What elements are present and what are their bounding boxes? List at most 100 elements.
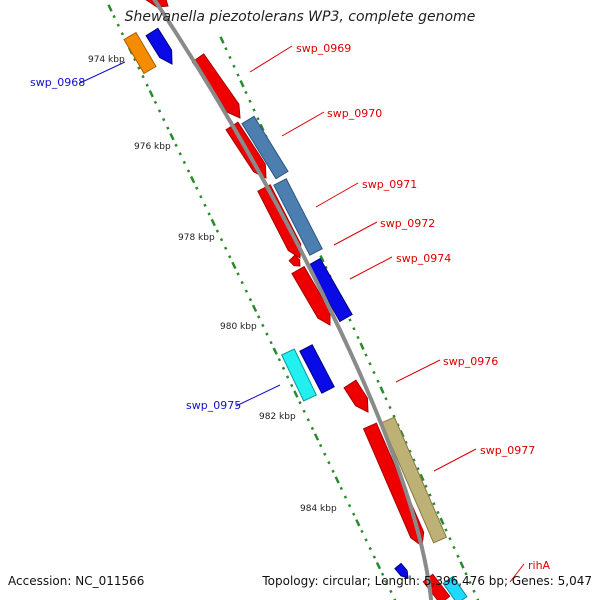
minor-tick	[393, 598, 397, 600]
minor-tick	[368, 362, 372, 366]
map-title: Shewanella piezotolerans WP3, complete g…	[124, 9, 476, 25]
minor-tick	[388, 405, 392, 410]
minor-tick	[324, 265, 328, 270]
minor-tick	[298, 400, 302, 405]
minor-tick	[215, 229, 220, 233]
minor-tick	[352, 327, 356, 331]
minor-tick	[265, 332, 269, 336]
minor-tick	[157, 109, 162, 113]
leader-line	[349, 256, 393, 280]
gene-swp_0969	[191, 53, 241, 119]
major-tick	[355, 519, 361, 527]
minor-tick	[269, 340, 273, 345]
minor-tick	[323, 452, 327, 456]
minor-tick	[166, 126, 170, 130]
gene-label-swp_0968: swp_0968	[30, 76, 85, 89]
leader-line	[235, 384, 281, 407]
gene-cyan	[281, 348, 317, 402]
leader-line	[333, 221, 378, 246]
gene-features	[123, 0, 468, 600]
minor-tick	[137, 66, 141, 70]
minor-tick	[248, 99, 252, 103]
minor-tick	[380, 572, 385, 576]
minor-tick	[343, 495, 348, 499]
scale-label: 976 kbp	[134, 142, 171, 152]
gene-swp_0977	[362, 422, 425, 547]
minor-tick	[356, 335, 360, 340]
minor-tick	[327, 461, 331, 465]
minor-tick	[232, 64, 236, 68]
minor-tick	[444, 528, 448, 532]
genome-backbone	[152, 0, 434, 600]
minor-tick	[219, 237, 224, 242]
minor-tick	[141, 74, 145, 79]
scale-label: 978 kbp	[178, 233, 215, 243]
scale-label: 982 kbp	[259, 412, 296, 422]
gene-bottom-cyan	[442, 575, 468, 600]
major-tick	[189, 175, 196, 184]
major-tick	[210, 218, 216, 227]
minor-tick	[364, 353, 368, 357]
minor-tick	[182, 160, 187, 165]
leader-line	[509, 563, 525, 583]
scale-label: 980 kbp	[220, 322, 257, 332]
gene-label-swp_0972: swp_0972	[380, 217, 435, 230]
minor-tick	[368, 546, 372, 551]
minor-tick	[257, 315, 261, 319]
minor-tick	[186, 169, 191, 173]
minor-tick	[277, 358, 282, 362]
major-tick	[231, 261, 237, 270]
major-tick	[334, 476, 340, 484]
minor-tick	[236, 73, 240, 77]
minor-tick	[224, 47, 228, 51]
minor-tick	[428, 493, 432, 497]
minor-tick	[389, 589, 393, 594]
minor-tick	[178, 152, 182, 156]
inner-tick-ruler	[107, 4, 397, 600]
minor-tick	[339, 486, 343, 491]
gene-label-swp_0975: swp_0975	[186, 399, 241, 412]
minor-tick	[436, 510, 440, 515]
leader-line	[281, 111, 325, 137]
gene-label-rihA: rihA	[528, 559, 551, 572]
minor-tick	[306, 418, 310, 422]
minor-tick	[112, 14, 116, 19]
gene-swp_0972	[291, 265, 331, 326]
minor-tick	[248, 298, 253, 302]
gene-steel-1	[241, 115, 289, 180]
minor-tick	[116, 23, 120, 27]
minor-tick	[376, 379, 380, 383]
gene-label-swp_0970: swp_0970	[327, 107, 382, 120]
gene-label-swp_0974: swp_0974	[396, 252, 451, 265]
minor-tick	[228, 55, 232, 60]
minor-tick	[236, 272, 240, 276]
minor-tick	[476, 598, 480, 600]
minor-tick	[281, 366, 286, 371]
major-tick	[251, 304, 258, 312]
minor-tick	[364, 538, 368, 542]
leader-line	[79, 61, 126, 84]
minor-tick	[432, 502, 436, 506]
gene-small	[288, 254, 301, 267]
major-tick	[259, 123, 265, 132]
minor-tick	[384, 397, 388, 401]
major-tick	[239, 80, 245, 88]
minor-tick	[207, 212, 211, 216]
major-tick	[148, 90, 154, 98]
minor-tick	[244, 289, 248, 293]
minor-tick	[352, 512, 356, 516]
minor-tick	[372, 370, 376, 375]
minor-tick	[244, 90, 248, 95]
leader-line	[433, 448, 477, 472]
gene-khaki	[380, 416, 448, 544]
gene-label-swp_0977: swp_0977	[480, 444, 535, 457]
minor-tick	[404, 440, 408, 445]
minor-tick	[408, 449, 412, 453]
backbone-line	[152, 0, 434, 600]
minor-tick	[424, 484, 428, 488]
minor-tick	[261, 323, 265, 328]
outer-tick-ruler	[219, 36, 480, 600]
minor-tick	[174, 143, 178, 147]
minor-tick	[412, 458, 416, 462]
